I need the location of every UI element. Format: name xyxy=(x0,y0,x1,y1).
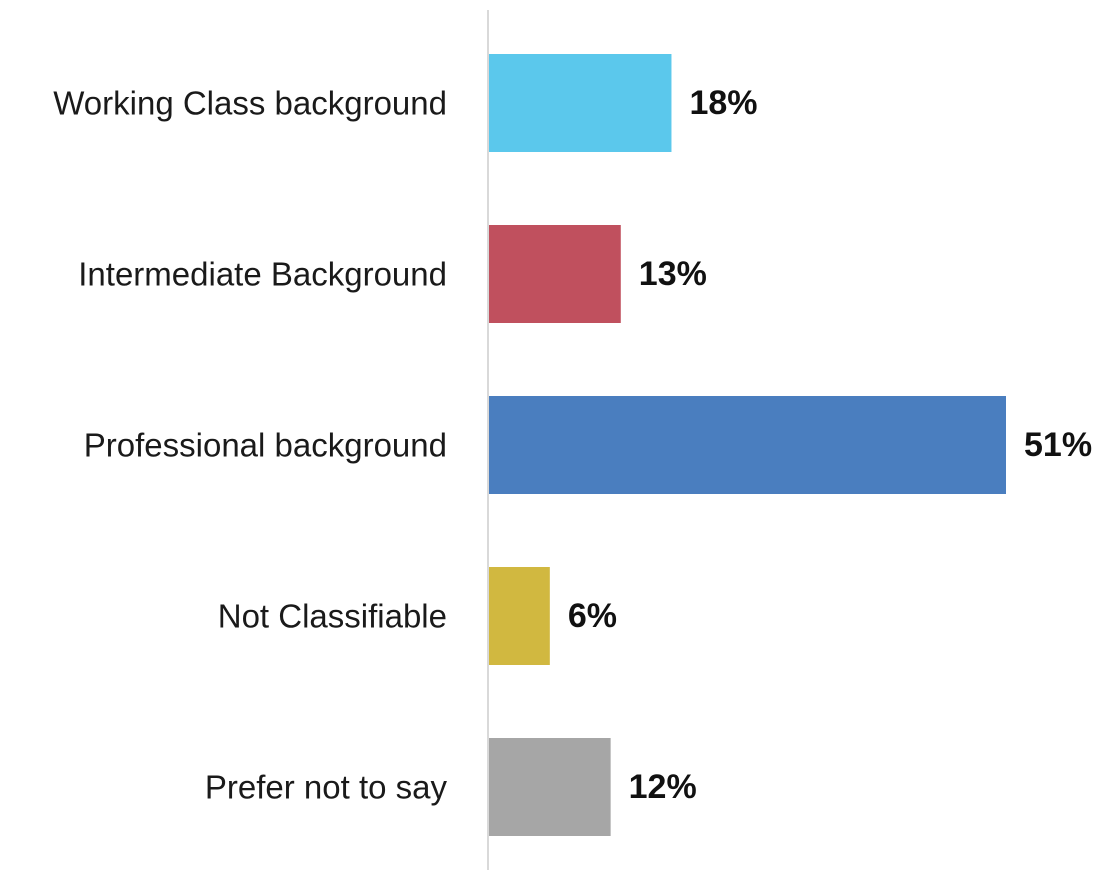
value-label-3: 6% xyxy=(568,597,617,635)
value-label-0: 18% xyxy=(689,84,757,122)
category-label-1: Intermediate Background xyxy=(78,256,447,293)
bar-3 xyxy=(489,567,550,665)
bar-1 xyxy=(489,225,621,323)
category-label-2: Professional background xyxy=(84,427,447,464)
bar-2 xyxy=(489,396,1006,494)
bar-4 xyxy=(489,738,611,836)
value-label-4: 12% xyxy=(629,768,697,806)
bars-group: Working Class background 18% Intermediate … xyxy=(53,54,1092,836)
value-label-1: 13% xyxy=(639,255,707,293)
bar-0 xyxy=(489,54,672,152)
category-label-3: Not Classifiable xyxy=(218,598,447,635)
value-label-2: 51% xyxy=(1024,426,1092,464)
category-label-0: Working Class background xyxy=(53,85,447,122)
category-label-4: Prefer not to say xyxy=(205,769,448,806)
